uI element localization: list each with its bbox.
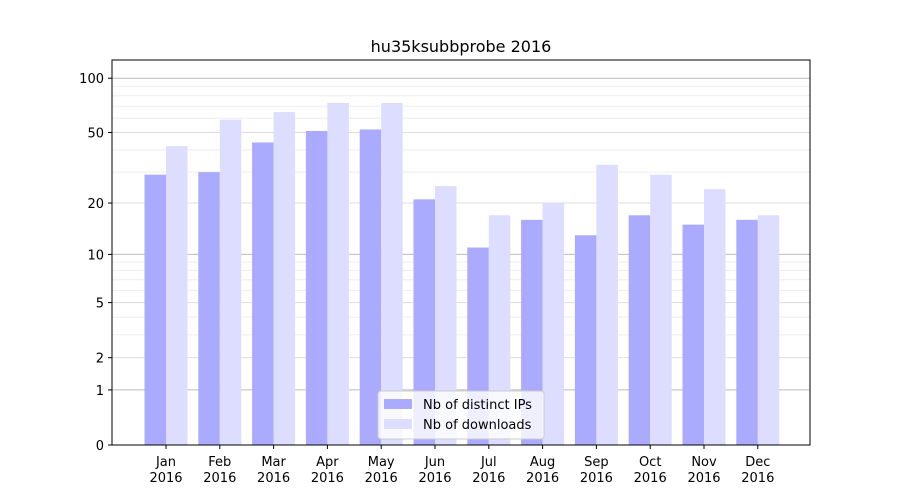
bar-distinct-ips [252, 142, 274, 446]
x-tick-label: Sep [584, 455, 609, 470]
x-tick-label: 2016 [149, 471, 182, 486]
y-tick-label: 0 [96, 439, 104, 454]
bar-downloads [650, 174, 672, 445]
chart-title: hu35ksubbprobe 2016 [371, 37, 552, 56]
bar-downloads [381, 102, 403, 445]
bar-downloads [166, 146, 188, 446]
bar-downloads [596, 164, 618, 445]
legend: Nb of distinct IPs Nb of downloads [377, 390, 545, 440]
x-tick-label: 2016 [311, 471, 344, 486]
axes: Jan2016Feb2016Mar2016Apr2016May2016Jun20… [79, 59, 811, 486]
x-tick-label: 2016 [418, 471, 451, 486]
x-tick-label: Feb [208, 455, 231, 470]
x-tick-label: 2016 [203, 471, 236, 486]
y-tick-label: 20 [87, 197, 104, 212]
bar-downloads [273, 112, 296, 445]
y-tick-label: 50 [87, 127, 104, 142]
x-tick-label: 2016 [526, 471, 559, 486]
y-tick-label: 2 [96, 352, 104, 367]
x-tick-label: May [368, 455, 395, 470]
x-tick-label: Jan [155, 455, 176, 470]
legend-box [377, 390, 545, 440]
bar-distinct-ips [413, 199, 435, 445]
bar-downloads [219, 119, 242, 445]
x-tick-label: 2016 [687, 471, 720, 486]
y-tick-label: 10 [87, 248, 104, 263]
bar-distinct-ips [198, 172, 220, 445]
y-tick-label: 5 [96, 297, 104, 312]
bar-distinct-ips [521, 219, 543, 445]
x-tick-label: 2016 [634, 471, 667, 486]
bar-downloads [435, 186, 457, 445]
bar-downloads [542, 203, 565, 445]
y-tick-label: 1 [96, 384, 104, 399]
x-tick-label: 2016 [365, 471, 398, 486]
bar-downloads [704, 189, 726, 445]
x-tick-label: 2016 [472, 471, 505, 486]
bar-distinct-ips [736, 219, 758, 445]
x-tick-label: 2016 [741, 471, 774, 486]
bar-distinct-ips [682, 224, 704, 445]
bars [144, 102, 780, 446]
bar-distinct-ips [359, 129, 382, 445]
x-tick-label: Jul [480, 455, 497, 470]
legend-swatch [384, 419, 412, 429]
bar-distinct-ips [305, 130, 328, 446]
x-tick-label: Apr [316, 455, 339, 470]
bar-distinct-ips [628, 215, 651, 445]
bar-downloads [757, 215, 780, 445]
x-tick-label: Nov [691, 455, 717, 470]
x-tick-label: 2016 [257, 471, 290, 486]
x-tick-label: Jun [424, 455, 445, 470]
x-tick-label: Aug [530, 455, 555, 470]
x-tick-label: 2016 [580, 471, 613, 486]
bar-distinct-ips [144, 174, 166, 445]
bar-downloads [488, 215, 511, 445]
x-tick-label: Dec [745, 455, 770, 470]
bar-downloads [327, 102, 349, 445]
y-tick-label: 100 [79, 72, 104, 87]
plot-frame [111, 59, 811, 446]
x-tick-label: Oct [639, 455, 661, 470]
legend-label: Nb of downloads [423, 418, 532, 433]
legend-label: Nb of distinct IPs [423, 398, 532, 413]
bar-distinct-ips [574, 235, 597, 445]
x-tick-label: Mar [261, 455, 286, 470]
legend-swatch [384, 399, 412, 409]
